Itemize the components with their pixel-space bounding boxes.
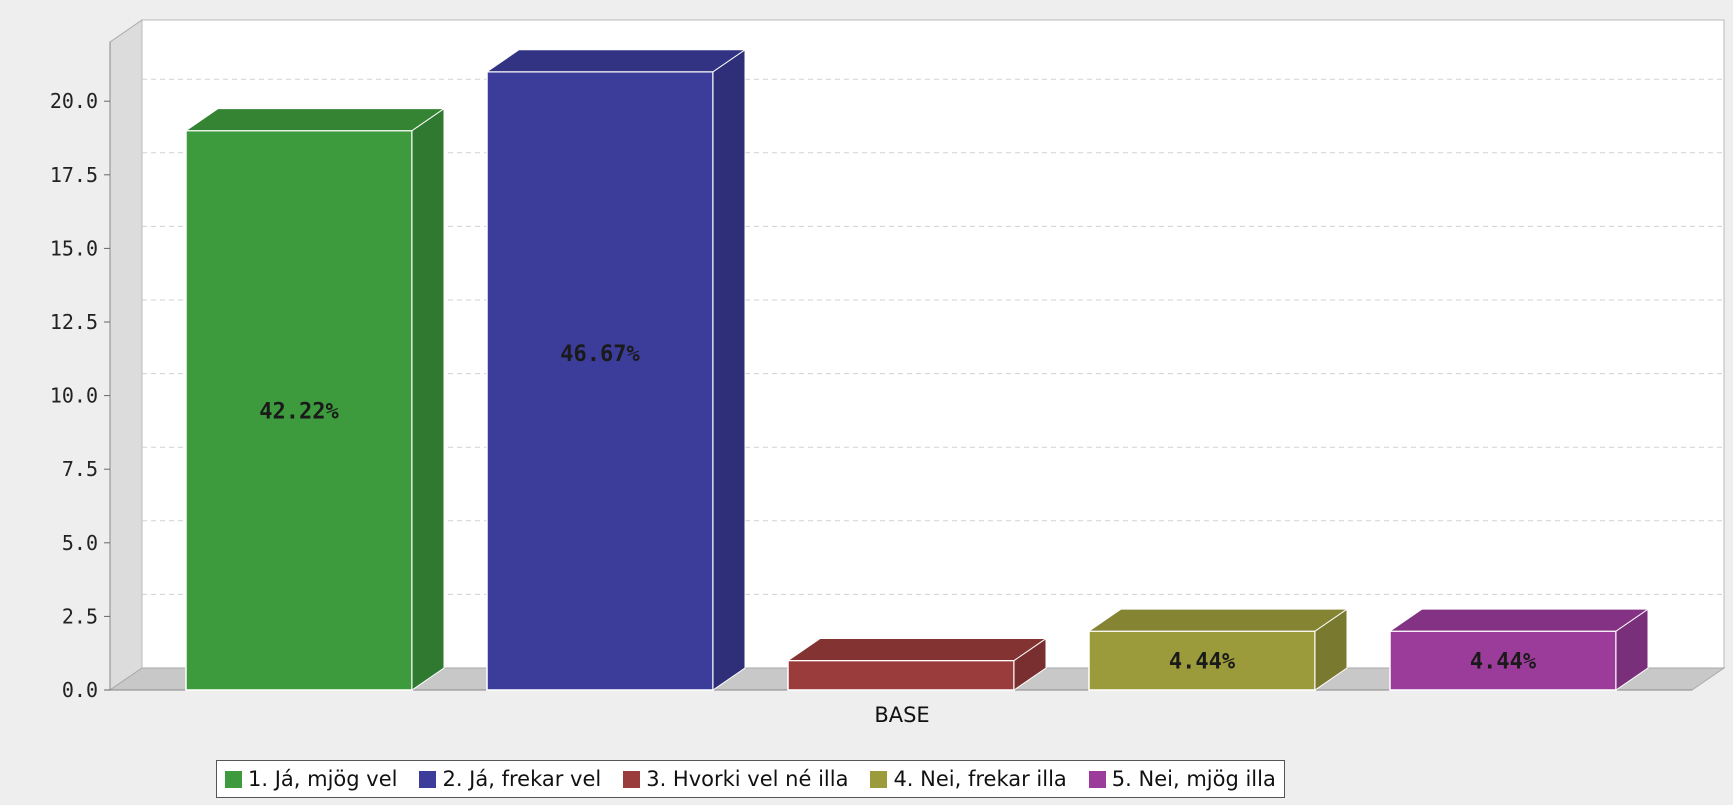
legend-swatch [1088, 770, 1106, 788]
bar-value-label: 46.67% [560, 342, 640, 367]
bar-value-label: 4.44% [1169, 650, 1236, 675]
bar [786, 637, 1048, 691]
legend-item: 4. Nei, frekar illa [870, 767, 1067, 791]
category-label: BASE [874, 703, 929, 727]
y-tick-label: 17.5 [50, 163, 98, 187]
legend-label: 4. Nei, frekar illa [893, 767, 1067, 791]
bar-labels: 42.22% 46.67% 4.44% 4.44% [259, 342, 1537, 675]
y-tick-label: 12.5 [50, 310, 98, 334]
legend: 1. Já, mjög vel 2. Já, frekar vel 3. Hvork… [216, 760, 1285, 798]
y-tick-label: 2.5 [62, 604, 98, 628]
y-tick-label: 15.0 [50, 236, 98, 260]
legend-item: 3. Hvorki vel né illa [623, 767, 848, 791]
bar-top [1388, 608, 1650, 632]
bar-top [184, 108, 446, 132]
legend-label: 2. Já, frekar vel [442, 767, 602, 791]
bar-top [485, 49, 747, 73]
legend-swatch [870, 770, 888, 788]
legend-label: 1. Já, mjög vel [248, 767, 398, 791]
legend-swatch [419, 770, 437, 788]
legend-item: 5. Nei, mjög illa [1088, 767, 1276, 791]
y-tick-label: 0.0 [62, 678, 98, 702]
bar [184, 107, 446, 691]
legend-item: 1. Já, mjög vel [225, 767, 397, 791]
left-wall [109, 19, 143, 691]
bar [1087, 608, 1349, 691]
legend-label: 5. Nei, mjög illa [1111, 767, 1276, 791]
y-tick-label: 5.0 [62, 531, 98, 555]
bar-front [1088, 630, 1316, 691]
bar-top [786, 638, 1048, 662]
bar-front [185, 129, 413, 691]
legend-label: 3. Hvorki vel né illa [646, 767, 849, 791]
bar-value-label: 4.44% [1470, 650, 1537, 675]
legend-swatch [225, 770, 242, 788]
bar-side [712, 48, 746, 691]
bar-front [787, 659, 1015, 691]
bar-top [1087, 608, 1349, 632]
y-axis-ticks: 0.0 2.5 5.0 7.5 10.0 12.5 15.0 17.5 20.0 [50, 89, 110, 702]
bars [184, 48, 1650, 691]
bar-value-label: 42.22% [259, 399, 339, 424]
y-tick-label: 20.0 [50, 89, 98, 113]
bar-side [411, 107, 445, 691]
legend-swatch [623, 770, 641, 788]
bar-chart: 0.02.55.07.510.012.515.017.520.0 42.22%4… [50, 19, 1726, 727]
y-tick-label: 7.5 [62, 457, 98, 481]
bar [485, 48, 747, 691]
y-tick-label: 10.0 [50, 384, 98, 408]
bar [1388, 608, 1650, 691]
bar-front [486, 71, 714, 691]
legend-item: 2. Já, frekar vel [419, 767, 601, 791]
